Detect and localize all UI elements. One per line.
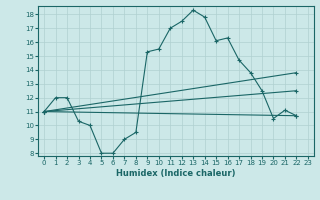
X-axis label: Humidex (Indice chaleur): Humidex (Indice chaleur) <box>116 169 236 178</box>
